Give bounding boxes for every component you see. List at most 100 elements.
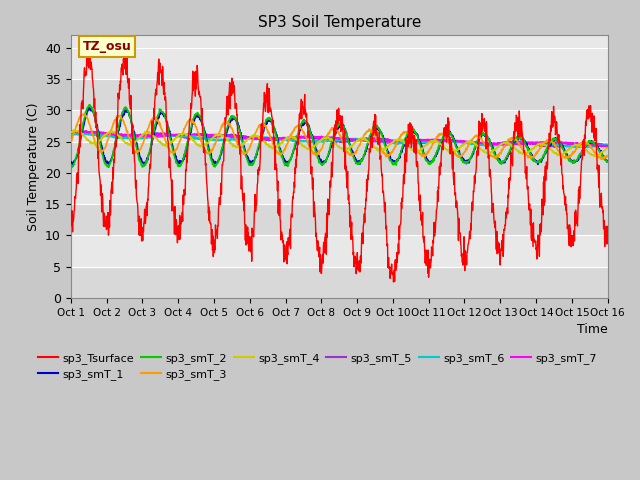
sp3_smT_6 bbox=[67, 132, 75, 138]
Bar bbox=[71, 204, 608, 235]
sp3_smT_2 bbox=[247, 162, 255, 168]
sp3_smT_5 bbox=[423, 139, 431, 144]
sp3_smT_1 bbox=[541, 152, 548, 158]
Line: sp3_smT_7: sp3_smT_7 bbox=[71, 132, 608, 146]
Line: sp3_smT_6: sp3_smT_6 bbox=[71, 133, 608, 147]
sp3_smT_6 bbox=[81, 131, 89, 136]
Line: sp3_smT_2: sp3_smT_2 bbox=[71, 105, 608, 168]
sp3_smT_6 bbox=[540, 141, 548, 146]
Line: sp3_smT_1: sp3_smT_1 bbox=[71, 107, 608, 166]
sp3_smT_4 bbox=[71, 127, 79, 132]
sp3_Tsurface bbox=[120, 40, 128, 46]
sp3_smT_4 bbox=[592, 154, 600, 159]
Legend: sp3_Tsurface, sp3_smT_1, sp3_smT_2, sp3_smT_3, sp3_smT_4, sp3_smT_5, sp3_smT_6, : sp3_Tsurface, sp3_smT_1, sp3_smT_2, sp3_… bbox=[34, 348, 602, 384]
sp3_smT_3 bbox=[423, 151, 431, 157]
sp3_smT_4 bbox=[173, 134, 181, 140]
sp3_smT_3 bbox=[187, 118, 195, 123]
Line: sp3_smT_3: sp3_smT_3 bbox=[71, 114, 608, 159]
sp3_smT_3 bbox=[598, 156, 606, 162]
sp3_Tsurface bbox=[541, 200, 548, 205]
sp3_smT_6 bbox=[187, 134, 195, 140]
sp3_smT_6 bbox=[423, 139, 431, 144]
sp3_smT_6 bbox=[247, 135, 255, 141]
sp3_smT_4 bbox=[604, 145, 612, 151]
Bar bbox=[71, 79, 608, 110]
sp3_smT_1 bbox=[604, 158, 612, 164]
sp3_smT_5 bbox=[173, 132, 181, 138]
sp3_smT_4 bbox=[67, 130, 75, 135]
sp3_smT_7 bbox=[173, 132, 181, 138]
sp3_Tsurface bbox=[173, 240, 181, 246]
sp3_smT_1 bbox=[247, 160, 255, 166]
sp3_smT_4 bbox=[493, 145, 500, 151]
sp3_Tsurface bbox=[67, 213, 75, 219]
sp3_smT_4 bbox=[187, 135, 195, 141]
sp3_smT_3 bbox=[67, 140, 75, 146]
Text: TZ_osu: TZ_osu bbox=[83, 40, 131, 53]
sp3_smT_5 bbox=[604, 143, 612, 148]
sp3_Tsurface bbox=[493, 251, 501, 257]
sp3_Tsurface bbox=[423, 261, 431, 266]
sp3_smT_3 bbox=[604, 153, 612, 159]
sp3_smT_1 bbox=[493, 154, 501, 160]
Y-axis label: Soil Temperature (C): Soil Temperature (C) bbox=[27, 102, 40, 231]
sp3_Tsurface bbox=[187, 113, 195, 119]
sp3_smT_3 bbox=[173, 144, 181, 150]
sp3_smT_3 bbox=[493, 152, 500, 158]
sp3_Tsurface bbox=[604, 224, 612, 229]
sp3_smT_2 bbox=[67, 164, 75, 169]
Bar bbox=[71, 142, 608, 173]
sp3_smT_5 bbox=[67, 131, 75, 136]
sp3_smT_2 bbox=[541, 150, 548, 156]
sp3_smT_5 bbox=[187, 135, 195, 141]
Bar bbox=[71, 235, 608, 267]
sp3_smT_6 bbox=[583, 144, 591, 150]
sp3_smT_3 bbox=[81, 111, 89, 117]
sp3_smT_1 bbox=[67, 159, 75, 165]
sp3_smT_2 bbox=[423, 158, 431, 164]
sp3_smT_2 bbox=[187, 125, 195, 131]
sp3_smT_7 bbox=[604, 144, 611, 149]
sp3_smT_2 bbox=[174, 163, 182, 168]
sp3_smT_5 bbox=[83, 128, 90, 134]
sp3_smT_7 bbox=[186, 132, 194, 137]
sp3_smT_7 bbox=[67, 129, 75, 134]
sp3_smT_2 bbox=[67, 165, 75, 171]
sp3_smT_3 bbox=[247, 142, 255, 148]
Line: sp3_Tsurface: sp3_Tsurface bbox=[71, 43, 608, 282]
sp3_smT_1 bbox=[187, 130, 195, 135]
sp3_smT_5 bbox=[493, 141, 500, 147]
sp3_smT_6 bbox=[604, 143, 612, 148]
Bar bbox=[71, 173, 608, 204]
sp3_smT_2 bbox=[86, 102, 94, 108]
sp3_smT_7 bbox=[422, 138, 430, 144]
sp3_smT_1 bbox=[84, 104, 92, 110]
sp3_smT_1 bbox=[174, 159, 182, 165]
sp3_smT_4 bbox=[423, 141, 431, 147]
sp3_smT_6 bbox=[173, 133, 181, 139]
sp3_smT_7 bbox=[604, 143, 612, 149]
sp3_Tsurface bbox=[247, 249, 255, 254]
X-axis label: Time: Time bbox=[577, 323, 608, 336]
sp3_smT_5 bbox=[540, 143, 548, 149]
Bar bbox=[71, 48, 608, 79]
sp3_smT_2 bbox=[493, 156, 501, 162]
Line: sp3_smT_4: sp3_smT_4 bbox=[71, 130, 608, 156]
sp3_smT_4 bbox=[247, 134, 255, 140]
sp3_smT_3 bbox=[540, 139, 548, 145]
sp3_smT_2 bbox=[604, 159, 612, 165]
sp3_smT_1 bbox=[423, 156, 431, 162]
Line: sp3_smT_5: sp3_smT_5 bbox=[71, 131, 608, 147]
sp3_smT_1 bbox=[69, 163, 77, 169]
sp3_smT_7 bbox=[493, 141, 500, 147]
sp3_smT_6 bbox=[493, 142, 500, 147]
sp3_smT_5 bbox=[247, 134, 255, 140]
Bar bbox=[71, 110, 608, 142]
Bar bbox=[71, 267, 608, 298]
Title: SP3 Soil Temperature: SP3 Soil Temperature bbox=[257, 15, 421, 30]
sp3_smT_4 bbox=[540, 142, 548, 148]
sp3_smT_7 bbox=[246, 135, 254, 141]
sp3_smT_7 bbox=[540, 140, 548, 145]
sp3_Tsurface bbox=[390, 279, 397, 285]
sp3_smT_5 bbox=[551, 144, 559, 150]
